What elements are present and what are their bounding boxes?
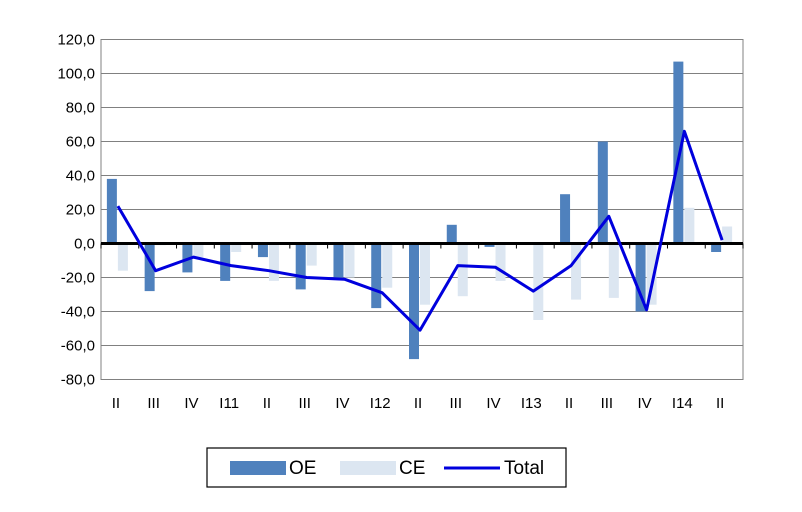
y-tick-label-2: 80,0 [66, 100, 95, 117]
legend-oe-swatch [230, 461, 286, 475]
bar-oe-6 [333, 243, 344, 278]
bar-oe-9 [446, 224, 457, 244]
bar-ce-14 [646, 243, 657, 305]
x-tick-label-6: IV [335, 395, 349, 412]
bar-ce-10 [495, 243, 506, 281]
bar-ce-12 [571, 243, 582, 300]
bar-ce-9 [457, 243, 468, 297]
x-tick-label-3: I11 [219, 395, 239, 412]
bar-ce-3 [231, 243, 242, 252]
bar-ce-6 [344, 243, 355, 278]
y-tick-label-7: -20,0 [61, 270, 95, 287]
bar-oe-8 [409, 243, 419, 360]
x-tick-label-12: II [565, 395, 573, 412]
bar-oe-4 [257, 243, 268, 258]
bar-ce-0 [117, 243, 128, 271]
x-tick-label-5: III [298, 395, 311, 412]
x-tick-label-2: IV [184, 395, 198, 412]
x-tick-label-9: III [450, 395, 463, 412]
bar-oe-16 [711, 243, 722, 252]
bar-oe-12 [560, 194, 571, 244]
x-tick-label-10: IV [486, 395, 500, 412]
x-tick-label-1: III [147, 395, 160, 412]
y-tick-label-6: 0,0 [74, 236, 95, 253]
x-tick-label-8: II [414, 395, 422, 412]
y-tick-label-10: -80,0 [61, 372, 95, 389]
bar-oe-0 [106, 178, 117, 244]
bar-oe-7 [371, 243, 382, 309]
bars [106, 61, 733, 360]
x-tick-labels: II III IV I11 II III IV I12 II III IV I13 II III IV I14… [112, 395, 725, 412]
legend-ce-swatch [340, 461, 396, 475]
bar-oe-13 [597, 141, 608, 244]
y-tick-labels: 120,0 100,0 80,0 60,0 40,0 20,0 0,0 -20,0 -40,0 -… [57, 32, 95, 389]
bar-ce-5 [306, 243, 317, 266]
x-tick-label-16: II [716, 395, 724, 412]
y-tick-label-5: 20,0 [66, 202, 95, 219]
x-tick-label-15: I14 [672, 395, 693, 412]
bar-ce-11 [533, 243, 544, 320]
legend-oe-label: OE [289, 458, 316, 479]
legend: OE CE Total [206, 447, 567, 488]
bar-ce-13 [608, 243, 619, 298]
bar-oe-14 [635, 243, 646, 312]
axes [100, 39, 744, 380]
bar-oe-10 [484, 243, 495, 247]
x-tick-label-11: I13 [521, 395, 542, 412]
bar-ce-8 [420, 243, 430, 305]
y-tick-label-3: 60,0 [66, 134, 95, 151]
bar-oe-3 [220, 243, 231, 281]
bar-oe-5 [295, 243, 306, 290]
bar-ce-2 [193, 243, 204, 258]
x-tick-label-0: II [112, 395, 120, 412]
y-tick-label-8: -40,0 [61, 304, 95, 321]
legend-total-label: Total [504, 458, 544, 479]
x-tick-label-13: III [601, 395, 614, 412]
bar-ce-7 [382, 243, 393, 288]
y-tick-label-0: 120,0 [57, 32, 95, 49]
x-tick-label-4: II [263, 395, 271, 412]
bar-oe-1 [144, 243, 155, 292]
x-tick-label-14: IV [637, 395, 651, 412]
y-tick-label-1: 100,0 [57, 66, 95, 83]
y-tick-label-4: 40,0 [66, 168, 95, 185]
bar-ce-4 [268, 243, 279, 281]
bar-ce-16 [722, 226, 733, 244]
plot-frame [100, 39, 744, 380]
bar-ce-15 [684, 207, 695, 244]
x-tick-label-7: I12 [370, 395, 391, 412]
legend-ce-label: CE [399, 458, 425, 479]
total-line [116, 129, 724, 332]
y-tick-label-9: -60,0 [61, 338, 95, 355]
